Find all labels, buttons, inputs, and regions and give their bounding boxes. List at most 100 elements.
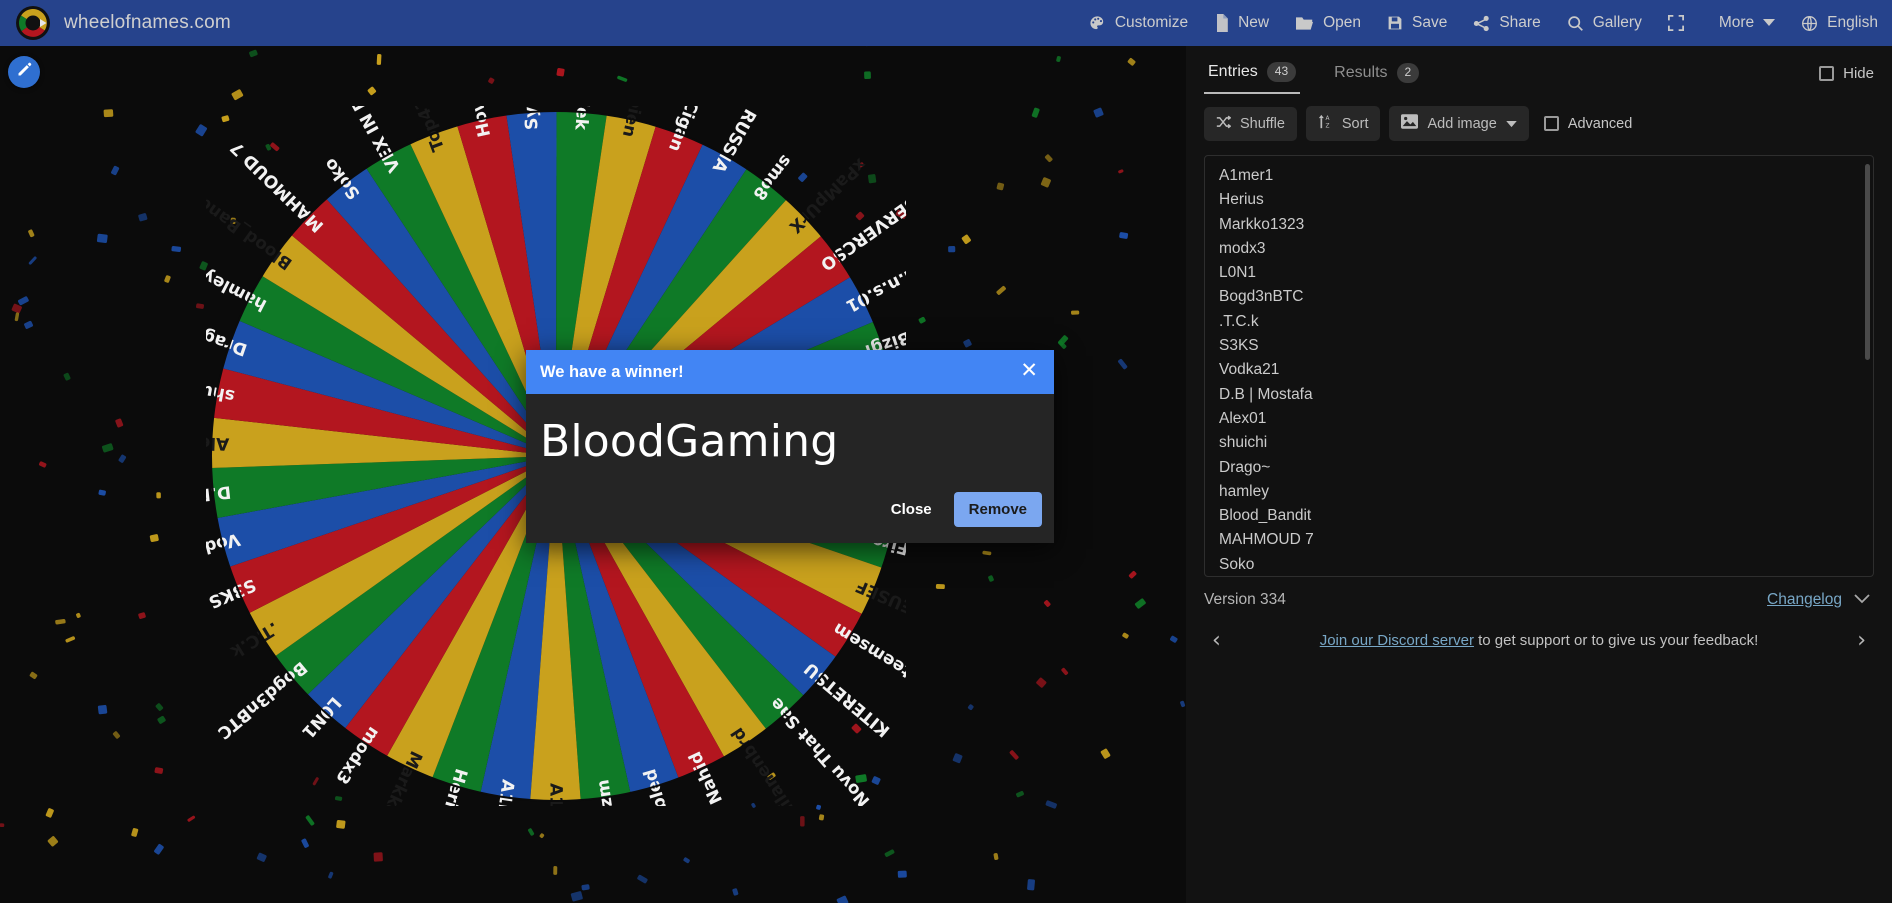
entries-list[interactable]: A1mer1 Herius Markko1323 modx3 L0N1 Bogd3nBTC… [1205, 156, 1873, 576]
confetti-particle [155, 703, 164, 711]
entries-scrollbar[interactable] [1865, 164, 1870, 570]
confetti-particle [328, 871, 334, 879]
confetti-particle [29, 671, 38, 680]
confetti-particle [1009, 750, 1019, 760]
wheel-segment [211, 456, 556, 519]
confetti-particle [581, 884, 590, 891]
chevron-down-icon[interactable] [1854, 591, 1870, 609]
nav-gallery[interactable]: Gallery [1567, 15, 1642, 32]
hide-label: Hide [1843, 64, 1874, 82]
confetti-particle [171, 245, 182, 253]
changelog-group[interactable]: Changelog [1767, 591, 1870, 609]
confetti-particle [884, 849, 895, 857]
confetti-particle [864, 46, 869, 47]
confetti-particle [864, 71, 871, 80]
nav-fullscreen[interactable] [1667, 15, 1693, 31]
list-item[interactable]: Alex01 [1219, 409, 1267, 427]
edit-wheel-button[interactable] [8, 56, 40, 88]
wheel-segment [344, 456, 556, 757]
list-item[interactable]: L0N1 [1219, 264, 1257, 282]
nav-share[interactable]: Share [1473, 14, 1541, 32]
list-item[interactable]: hamley [1219, 482, 1269, 500]
remove-button[interactable]: Remove [953, 492, 1042, 527]
nav-more[interactable]: More [1719, 15, 1776, 31]
list-item[interactable]: modx3 [1219, 239, 1266, 257]
close-icon[interactable]: ✕ [1020, 358, 1038, 382]
list-item[interactable]: MAHMOUD 7 [1219, 531, 1314, 549]
wheel-segment [386, 456, 556, 779]
list-item[interactable]: .T.C.k [1219, 312, 1259, 330]
svg-text:A: A [1325, 116, 1329, 122]
discord-link[interactable]: Join our Discord server [1319, 632, 1474, 649]
confetti-particle [98, 489, 106, 496]
nav-save[interactable]: Save [1387, 15, 1447, 31]
changelog-link[interactable]: Changelog [1767, 591, 1842, 608]
confetti-particle [961, 234, 971, 244]
pencil-icon [17, 62, 32, 82]
confetti-particle [112, 731, 121, 739]
confetti-particle [38, 461, 47, 468]
winner-dialog-footer: Close Remove [526, 482, 1054, 543]
confetti-particle [111, 165, 120, 176]
confetti-particle [154, 843, 164, 855]
confetti-particle [836, 895, 849, 903]
confetti-particle [488, 77, 495, 84]
confetti-particle [556, 68, 565, 77]
wheel-segment [261, 234, 556, 456]
shuffle-icon [1216, 115, 1232, 133]
tab-entries[interactable]: Entries 43 [1204, 62, 1301, 94]
confetti-particle [154, 767, 164, 774]
list-item[interactable]: Herius [1219, 191, 1264, 209]
confetti-particle [164, 275, 171, 283]
nav-customize[interactable]: Customize [1089, 15, 1188, 32]
wheel-segment [291, 198, 556, 456]
hide-checkbox[interactable]: Hide [1819, 65, 1874, 92]
confetti-particle [1058, 340, 1067, 349]
advanced-checkbox[interactable]: Advanced [1543, 115, 1633, 132]
wheel-segment [366, 143, 556, 456]
confetti-particle [376, 54, 382, 65]
confetti-particle [1093, 107, 1104, 118]
advanced-label: Advanced [1567, 115, 1633, 132]
list-item[interactable]: Blood_Bandit [1219, 507, 1312, 525]
wheel-segment [530, 456, 581, 802]
confetti-particle [301, 838, 309, 848]
list-item[interactable]: A1mer1 [1219, 167, 1274, 184]
top-nav-items: Customize New Open [1089, 14, 1882, 32]
nav-share-label: Share [1499, 14, 1541, 32]
nav-new[interactable]: New [1214, 14, 1269, 32]
list-item[interactable]: Bogd3nBTC [1219, 288, 1304, 306]
chevron-right-icon[interactable]: › [1857, 628, 1866, 653]
confetti-particle [131, 828, 139, 837]
list-item[interactable]: D.B | Mostafa [1219, 385, 1313, 403]
confetti-particle [539, 833, 545, 838]
tab-results[interactable]: Results 2 [1330, 63, 1423, 93]
confetti-particle [18, 296, 29, 306]
add-image-button[interactable]: Add image [1389, 106, 1529, 141]
brand[interactable]: wheelofnames.com [16, 6, 231, 40]
entries-scrollbar-thumb[interactable] [1865, 164, 1870, 360]
checkbox-icon [1543, 116, 1559, 131]
sort-button[interactable]: A Z Sort [1305, 106, 1381, 141]
list-item[interactable]: Soko [1219, 555, 1255, 573]
list-item[interactable]: Markko1323 [1219, 215, 1305, 233]
confetti-particle [1027, 879, 1035, 891]
entries-list-box[interactable]: A1mer1 Herius Markko1323 modx3 L0N1 Bogd3nBTC… [1204, 155, 1874, 577]
wheel-segment [213, 368, 556, 456]
shuffle-button[interactable]: Shuffle [1204, 106, 1297, 141]
list-item[interactable]: Drago~ [1219, 458, 1271, 476]
confetti-particle [818, 814, 825, 821]
confetti-particle [800, 816, 805, 827]
nav-open[interactable]: Open [1295, 15, 1361, 32]
confetti-particle [1016, 790, 1024, 798]
list-item[interactable]: S3KS [1219, 337, 1259, 355]
confetti-particle [249, 49, 258, 58]
wheel-segment-label: Bogd3nBTC [213, 657, 310, 743]
nav-language[interactable]: English [1801, 15, 1878, 32]
close-button[interactable]: Close [877, 492, 946, 527]
list-item[interactable]: Vodka21 [1219, 361, 1280, 379]
list-item[interactable]: shuichi [1219, 434, 1268, 452]
chevron-left-icon[interactable]: ‹ [1212, 628, 1221, 653]
confetti-particle [97, 704, 108, 715]
